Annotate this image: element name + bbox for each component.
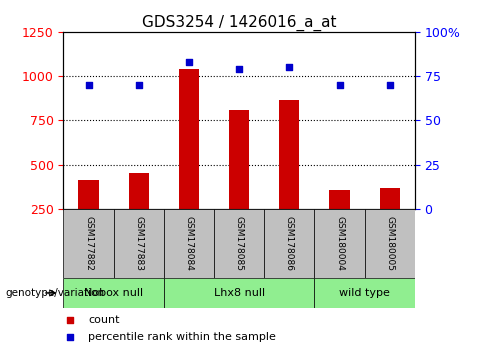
- Text: GSM177883: GSM177883: [134, 216, 143, 271]
- Text: GSM178086: GSM178086: [285, 216, 294, 271]
- Text: Lhx8 null: Lhx8 null: [214, 288, 264, 298]
- Bar: [179, 69, 199, 209]
- Point: [66, 335, 74, 340]
- Point: [84, 82, 92, 88]
- Point: [235, 66, 243, 72]
- Text: GSM180005: GSM180005: [385, 216, 394, 271]
- Point: [185, 59, 193, 65]
- Bar: [79, 180, 99, 209]
- Text: GSM178084: GSM178084: [184, 216, 193, 271]
- Text: GSM177882: GSM177882: [84, 216, 93, 271]
- Bar: [129, 173, 149, 209]
- Bar: [314, 209, 365, 278]
- Bar: [63, 209, 114, 278]
- Point: [66, 317, 74, 322]
- Bar: [63, 278, 164, 308]
- Bar: [329, 190, 349, 209]
- Bar: [164, 209, 214, 278]
- Text: wild type: wild type: [339, 288, 390, 298]
- Title: GDS3254 / 1426016_a_at: GDS3254 / 1426016_a_at: [142, 14, 336, 30]
- Text: Nobox null: Nobox null: [84, 288, 143, 298]
- Bar: [214, 209, 264, 278]
- Text: percentile rank within the sample: percentile rank within the sample: [88, 332, 276, 342]
- Bar: [279, 100, 299, 209]
- Bar: [164, 278, 314, 308]
- Text: genotype/variation: genotype/variation: [6, 288, 105, 298]
- Point: [336, 82, 344, 88]
- Bar: [114, 209, 164, 278]
- Bar: [229, 110, 249, 209]
- Point: [386, 82, 394, 88]
- Text: GSM180004: GSM180004: [335, 216, 344, 271]
- Point: [135, 82, 142, 88]
- Text: count: count: [88, 315, 120, 325]
- Bar: [365, 209, 415, 278]
- Bar: [314, 278, 415, 308]
- Bar: [264, 209, 314, 278]
- Text: GSM178085: GSM178085: [235, 216, 244, 271]
- Bar: [380, 188, 400, 209]
- Point: [285, 64, 293, 70]
